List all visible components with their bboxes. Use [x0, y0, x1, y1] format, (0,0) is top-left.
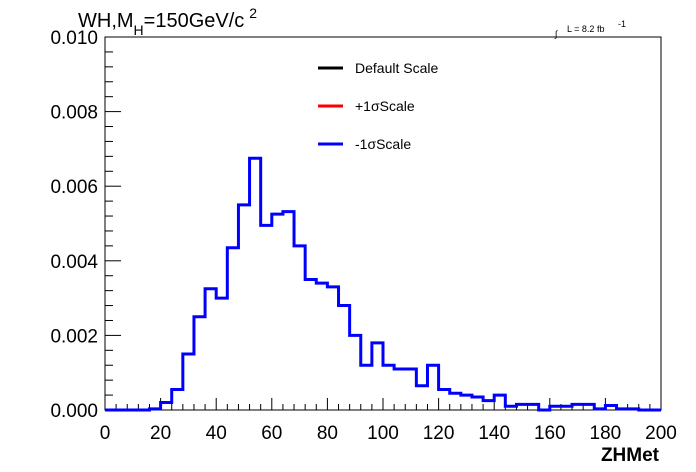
lumi-sup: -1: [618, 19, 626, 29]
histogram-line: [105, 156, 661, 412]
title-rest: =150GeV/c: [144, 10, 245, 32]
x-tick-label: 120: [423, 423, 455, 444]
y-tick-label: 0.008: [50, 103, 98, 124]
x-tick-label: 60: [261, 423, 282, 444]
x-tick-label: 180: [590, 423, 622, 444]
x-tick-label: 80: [317, 423, 338, 444]
title-sup: 2: [249, 5, 257, 21]
legend-label: +1σScale: [355, 98, 415, 114]
y-tick-label: 0.006: [50, 177, 98, 198]
chart-title: WH,MH=150GeV/c 2: [78, 5, 257, 38]
lumi-integral: ∫: [554, 29, 559, 39]
x-tick-label: 20: [150, 423, 171, 444]
x-tick-label: 100: [367, 423, 399, 444]
x-axis: 0 20 40 60 80 100 120 140 160 180 200: [100, 398, 677, 444]
title-sub: H: [134, 22, 144, 38]
y-tick-label: 0.010: [50, 28, 98, 49]
y-axis: 0.000 0.002 0.004 0.006 0.008 0.010: [50, 28, 121, 422]
legend: Default Scale +1σScale -1σScale: [318, 60, 438, 152]
lumi-label: ∫ L = 8.2 fb -1: [554, 19, 626, 39]
y-tick-label: 0.002: [50, 326, 98, 347]
x-tick-label: 40: [206, 423, 227, 444]
legend-label: -1σScale: [355, 136, 411, 152]
x-tick-label: 0: [100, 423, 111, 444]
y-tick-label: 0.000: [50, 401, 98, 422]
x-tick-label: 140: [478, 423, 510, 444]
title-main: WH,M: [78, 10, 134, 32]
x-tick-label: 160: [534, 423, 566, 444]
x-tick-label: 200: [645, 423, 677, 444]
lumi-text: L = 8.2 fb: [567, 24, 604, 34]
x-axis-label: ZHMet: [601, 445, 660, 466]
y-tick-label: 0.004: [50, 252, 98, 273]
legend-label: Default Scale: [355, 60, 438, 76]
